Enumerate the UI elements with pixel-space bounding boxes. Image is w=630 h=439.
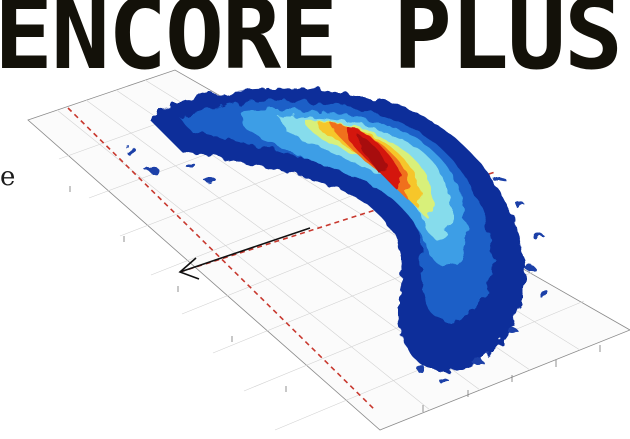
arrow-annotation xyxy=(178,227,311,280)
heatmap-surface xyxy=(150,88,526,373)
guide-lines xyxy=(67,107,496,411)
headline-title: ENCORE PLUS xyxy=(0,0,623,92)
tick-marks xyxy=(69,186,601,412)
scatter-blobs xyxy=(124,147,551,385)
cropped-text-fragment: e xyxy=(0,162,16,192)
